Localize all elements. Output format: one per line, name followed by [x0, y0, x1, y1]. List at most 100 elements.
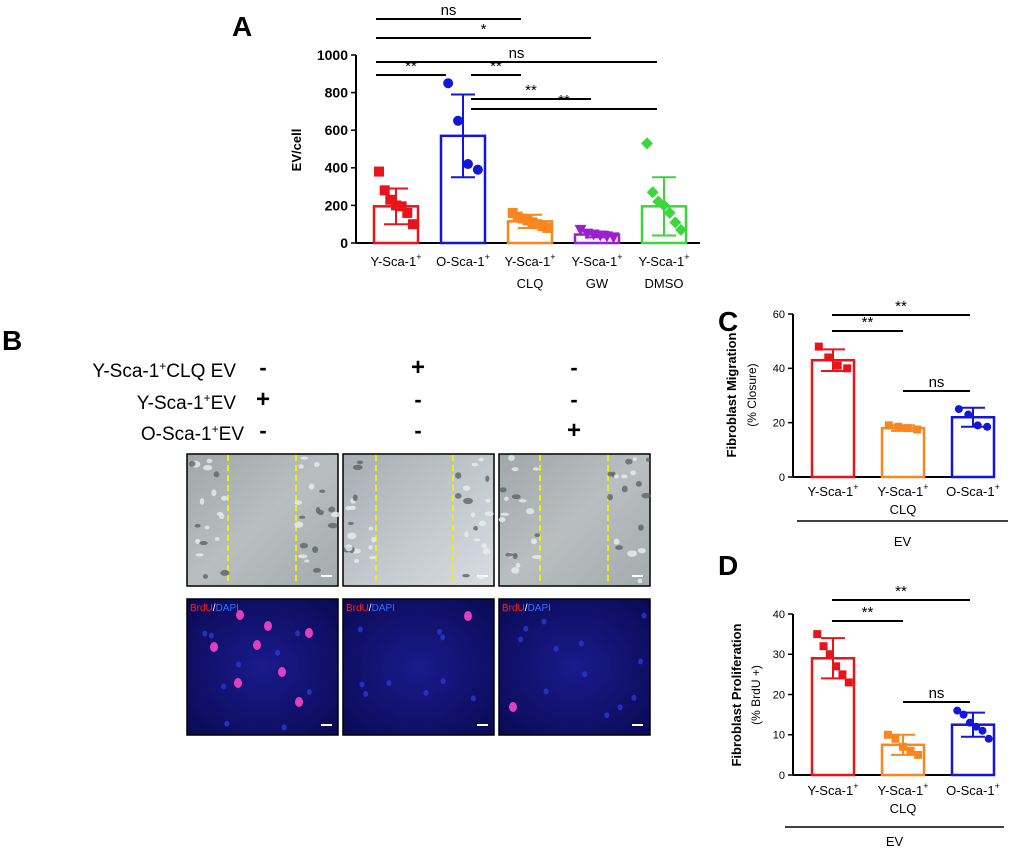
data-point [959, 710, 968, 719]
significance-label: ns [929, 685, 945, 702]
y-tick-label: 400 [325, 160, 349, 176]
cell-speck [356, 460, 364, 465]
treatment-sign: - [570, 355, 577, 380]
category-sublabel: DMSO [645, 276, 684, 291]
brdu-image-1 [186, 598, 339, 736]
data-point [607, 232, 620, 244]
cell-speck [478, 520, 487, 527]
data-point [978, 726, 987, 735]
cell-speck [482, 547, 491, 555]
treatment-sign: - [570, 387, 577, 412]
cell-speck [216, 511, 224, 516]
data-point [984, 734, 993, 743]
cell-speck [531, 555, 542, 559]
dapi-nucleus [275, 649, 281, 656]
treatment-sign: + [567, 417, 581, 444]
cell-speck [637, 578, 643, 584]
cell-speck [369, 555, 376, 560]
cell-speck [464, 531, 469, 538]
cell-speck [328, 506, 336, 513]
y-tick-label: 600 [325, 122, 349, 138]
cell-speck [353, 558, 360, 564]
dapi-nucleus [235, 661, 241, 668]
category-sublabel: GW [586, 276, 609, 291]
cell-speck [471, 512, 476, 518]
category-label: Y-Sca-1+ [877, 781, 928, 798]
y-axis-label: Fibroblast Proliferation [729, 623, 744, 766]
stain-label-3: BrdU/DAPI [502, 603, 551, 614]
cell-speck [632, 457, 637, 461]
cell-speck [195, 553, 204, 557]
dapi-nucleus [221, 683, 227, 690]
cell-speck [203, 465, 213, 471]
dapi-nucleus [617, 704, 623, 711]
data-point [453, 115, 464, 126]
data-point [379, 185, 390, 196]
scratch-cell-texture [189, 455, 651, 584]
cell-speck [202, 574, 209, 579]
panel-letter-c: C [718, 306, 738, 337]
data-point [674, 223, 687, 236]
dapi-nucleus [518, 636, 524, 643]
treatment-row-label: Y-Sca-1+CLQ EV [92, 359, 236, 382]
data-point [819, 642, 828, 651]
cell-speck [347, 521, 354, 525]
significance-label: ** [405, 58, 417, 75]
bar [810, 358, 856, 479]
cell-speck [189, 461, 196, 467]
panel-letter-b: B [2, 325, 22, 356]
cell-speck [308, 483, 315, 490]
data-point [965, 718, 974, 727]
data-point [385, 194, 396, 205]
chart-d: 0 10 20 30 40 Fibroblast Proliferation (% BrdU… [729, 583, 1004, 849]
cell-speck [312, 546, 319, 553]
cell-speck [511, 494, 521, 500]
cell-speck [347, 532, 357, 540]
cell-speck [525, 508, 535, 515]
dapi-nucleus [638, 658, 644, 665]
data-point [953, 706, 962, 715]
data-point [669, 216, 682, 229]
data-point [843, 364, 852, 373]
y-tick-label: 200 [325, 197, 349, 213]
cell-speck [298, 554, 308, 559]
data-point [838, 670, 847, 679]
cell-speck [645, 457, 651, 462]
dapi-nucleus [208, 632, 214, 639]
data-point [899, 742, 907, 751]
y-tick-label: 0 [779, 770, 785, 782]
panel-letter-a: A [232, 11, 252, 42]
group-label: EV [894, 534, 912, 549]
dapi-nucleus [440, 678, 446, 685]
stain-label-1: BrdU/DAPI [190, 603, 239, 614]
y-tick-label: 0 [340, 235, 348, 251]
y-tick-label: 20 [773, 689, 785, 701]
cell-speck [607, 493, 614, 501]
cell-speck [371, 536, 377, 543]
cell-speck [345, 544, 353, 552]
data-point [973, 421, 982, 430]
data-point [574, 224, 587, 236]
significance-label: ** [558, 92, 570, 109]
cell-speck [195, 538, 201, 544]
y-axis-sublabel: (% BrdU +) [749, 665, 763, 725]
dapi-nucleus [631, 694, 637, 701]
dapi-nucleus [523, 625, 529, 632]
data-point [954, 405, 963, 414]
cell-speck [213, 471, 220, 478]
micrograph-grid: BrdU/DAPI BrdU/DAPI BrdU/DAPI [186, 453, 651, 736]
cell-speck [352, 464, 363, 470]
cell-speck [455, 472, 462, 479]
y-tick-label: 30 [773, 649, 785, 661]
cell-speck [199, 498, 205, 505]
cell-speck [505, 552, 514, 557]
cell-speck [530, 538, 538, 545]
cell-speck [454, 493, 462, 499]
data-point [814, 342, 823, 351]
brdu-positive-nucleus [305, 628, 313, 638]
cell-speck [630, 470, 636, 476]
cell-speck [206, 458, 213, 464]
data-point [658, 199, 670, 212]
cell-speck [615, 545, 624, 550]
